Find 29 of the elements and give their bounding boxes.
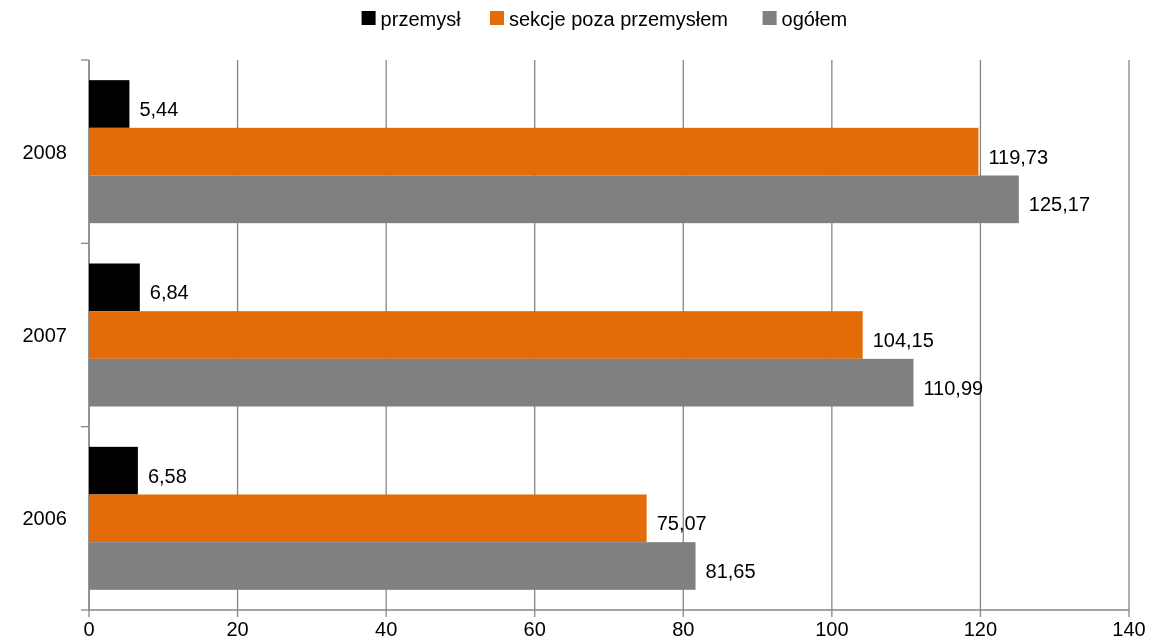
data-label: 104,15 (872, 329, 934, 351)
data-label: 5,44 (139, 98, 179, 120)
bar (89, 80, 130, 128)
x-tick-label: 80 (672, 618, 695, 638)
data-label: 110,99 (923, 376, 984, 399)
legend-label: sekcje poza przemysłem (509, 8, 728, 30)
y-tick-label: 2006 (22, 507, 67, 530)
data-label: 81,65 (705, 560, 756, 582)
bar (89, 311, 863, 359)
data-label: 125,17 (1028, 193, 1091, 216)
data-label: 6,84 (149, 281, 189, 304)
x-tick-label: 140 (1112, 618, 1146, 638)
bar (89, 263, 140, 312)
bar (89, 127, 979, 176)
data-label: 119,73 (988, 145, 1049, 168)
y-tick-label: 2008 (22, 140, 67, 163)
x-tick-label: 120 (963, 618, 998, 638)
x-tick-label: 40 (375, 618, 398, 638)
x-tick-label: 20 (226, 618, 249, 638)
x-tick-label: 100 (815, 618, 849, 638)
bar (89, 446, 138, 495)
data-label: 6,58 (147, 464, 187, 487)
x-tick-label: 0 (83, 618, 95, 638)
legend-label: ogółem (781, 8, 848, 30)
y-tick-label: 2007 (22, 324, 67, 346)
data-label: 75,07 (656, 512, 707, 535)
x-tick-label: 60 (523, 618, 546, 638)
bar (89, 494, 647, 543)
legend-label: przemysł (380, 8, 462, 30)
